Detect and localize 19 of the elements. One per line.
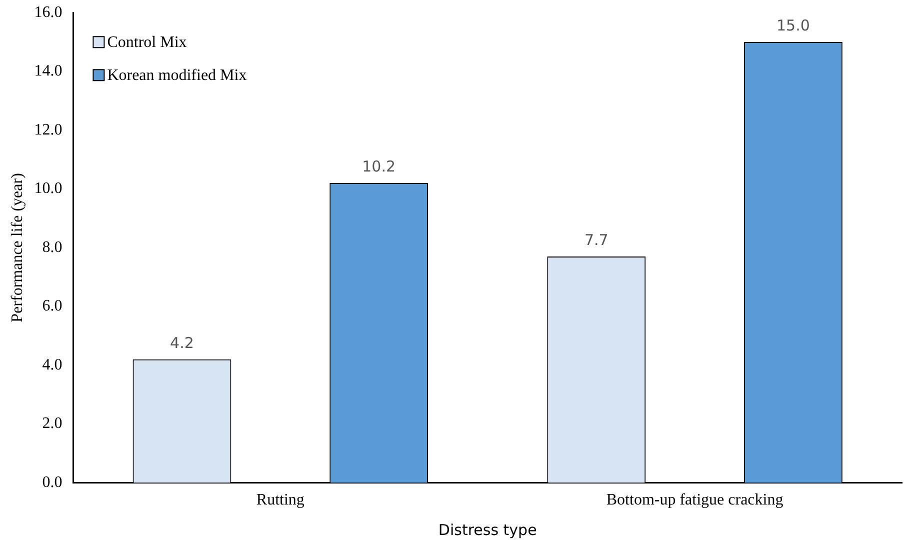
y-tick-label: 6.0	[42, 298, 62, 315]
y-tick-label: 16.0	[34, 4, 62, 21]
y-tick-label: 2.0	[42, 415, 62, 432]
legend-label: Korean modified Mix	[107, 66, 247, 84]
data-label: 10.2	[362, 157, 396, 176]
data-label: 7.7	[584, 230, 608, 249]
data-label: 15.0	[776, 16, 810, 34]
x-tick-label: Rutting	[256, 492, 304, 509]
y-tick-label: 12.0	[34, 121, 62, 138]
x-axis-title: Distress type	[438, 520, 537, 539]
y-tick-label: 0.0	[42, 474, 62, 492]
y-tick-label: 10.0	[34, 180, 62, 198]
data-label: 4.2	[170, 334, 194, 352]
legend-label: Control Mix	[107, 34, 187, 51]
y-tick-label: 14.0	[34, 62, 62, 80]
y-tick-label: 4.0	[42, 356, 62, 374]
y-tick-label: 8.0	[42, 238, 62, 256]
x-tick-label: Bottom-up fatigue cracking	[606, 492, 784, 509]
y-axis-title: Performance life (year)	[8, 173, 26, 322]
